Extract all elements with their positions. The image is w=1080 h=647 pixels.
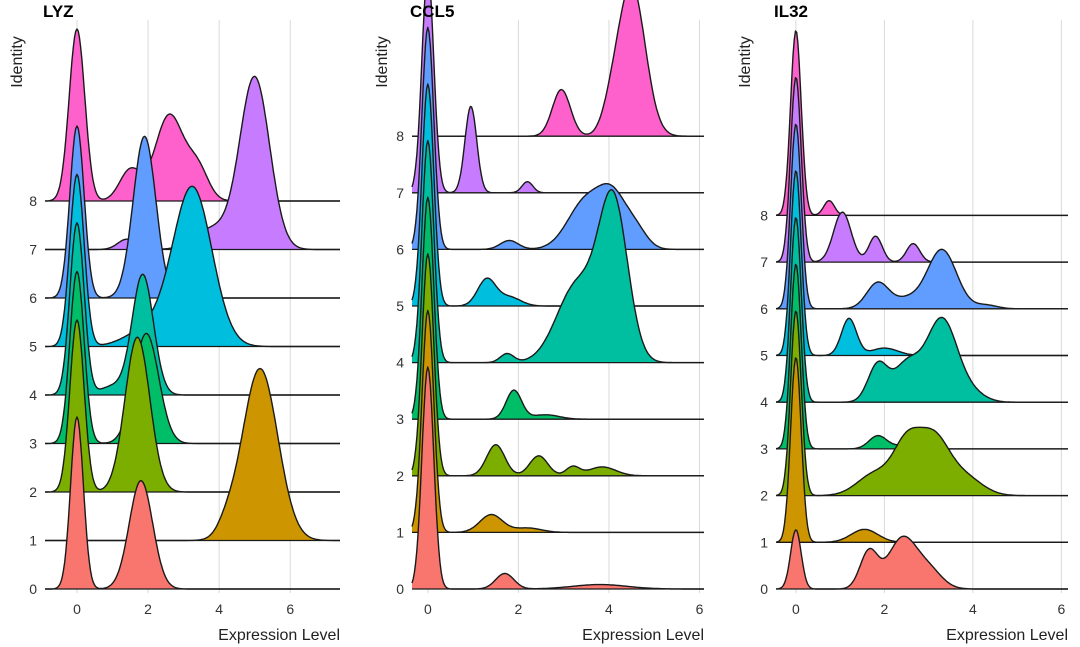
ridge-fill-identity-7 [45,76,340,250]
ridge-fill-identity-1 [45,368,340,541]
x-axis-title: Expression Level [946,627,1068,644]
y-tick-label: 7 [29,242,37,258]
ridge-fill-identity-1 [776,357,1068,543]
x-axis-title: Expression Level [582,627,704,644]
panel-title: LYZ [43,2,74,21]
y-tick-label: 4 [396,355,404,371]
ridge-outline-identity-6 [775,123,1068,310]
ridge-fill-identity-4 [776,217,1068,403]
y-tick-label: 6 [29,290,37,306]
y-tick-label: 7 [396,185,404,201]
chart-panel-il32: 0 2 4 6 0 1 2 3 4 5 6 7 8 IL32 Identity Expression Leve… [737,2,1068,644]
ridge-fill-identity-6 [776,124,1068,309]
ridge-fill-identity-2 [776,311,1068,496]
ridge-fill-identity-5 [45,174,340,347]
y-tick-label: 6 [760,301,768,317]
y-tick-label: 5 [29,339,37,355]
y-tick-label: 1 [760,534,768,550]
y-tick-label: 6 [396,241,404,257]
x-tick-label: 4 [215,601,223,617]
ridge-fill-identity-5 [776,171,1068,356]
ridge-fill-identity-6 [412,27,704,250]
y-tick-label: 0 [396,581,404,597]
y-tick-label: 8 [29,193,37,209]
y-tick-label: 8 [396,128,404,144]
ridge-fill-identity-2 [412,253,704,476]
chart-panel-lyz: 0 2 4 6 0 1 2 3 4 5 6 7 8 LYZ Identity Expression Level [9,2,340,644]
panel-title: CCL5 [410,2,454,21]
ridge-fill-identity-8 [412,0,704,137]
x-tick-label: 0 [424,601,432,617]
ridge-fill-identity-7 [776,77,1068,263]
y-tick-label: 4 [29,387,37,403]
chart-panel-ccl5: 0 2 4 6 0 1 2 3 4 5 6 7 8 CCL5 Identity Expression Leve… [374,0,704,644]
ridge-fill-identity-0 [412,367,704,589]
ridge-outline-identity-8 [775,30,1068,217]
y-tick-label: 7 [760,254,768,270]
ridge-outline-identity-7 [775,77,1068,263]
y-tick-label: 5 [760,348,768,364]
x-tick-label: 4 [605,601,613,617]
y-tick-label: 1 [396,524,404,540]
ridge-fill-identity-4 [412,140,704,363]
y-tick-label: 8 [760,207,768,223]
y-tick-label: 2 [760,488,768,504]
y-tick-label: 2 [29,484,37,500]
x-tick-label: 0 [73,601,81,617]
x-tick-label: 2 [144,601,152,617]
ridge-fill-identity-8 [776,31,1068,216]
ridge-outline-identity-3 [411,196,704,420]
ridge-outline-identity-2 [411,253,704,477]
y-tick-label: 4 [760,394,768,410]
x-tick-label: 6 [696,601,704,617]
y-axis-title: Identity [374,36,391,88]
x-tick-label: 6 [1057,601,1065,617]
x-tick-label: 0 [792,601,800,617]
ridge-fill-identity-2 [45,320,340,492]
x-axis-title: Expression Level [218,627,340,644]
ridge-outline-identity-6 [411,26,704,251]
y-tick-label: 3 [396,411,404,427]
y-tick-label: 1 [29,533,37,549]
y-axis-title: Identity [737,36,754,88]
ridge-outline-identity-0 [411,366,704,590]
y-tick-label: 0 [29,581,37,597]
ridge-outline-identity-5 [775,170,1068,357]
y-tick-label: 3 [760,441,768,457]
x-tick-label: 4 [969,601,977,617]
y-axis-title: Identity [9,36,26,88]
y-tick-label: 0 [760,581,768,597]
x-tick-label: 6 [286,601,294,617]
x-tick-label: 2 [880,601,888,617]
y-tick-label: 2 [396,468,404,484]
panel-title: IL32 [774,2,808,21]
x-tick-label: 2 [514,601,522,617]
ridge-fill-identity-0 [776,530,1068,589]
ridge-fill-identity-3 [776,264,1068,449]
ridge-fill-identity-3 [412,197,704,420]
y-tick-label: 5 [396,298,404,314]
y-tick-label: 3 [29,436,37,452]
ridge-fill-identity-8 [45,29,340,201]
